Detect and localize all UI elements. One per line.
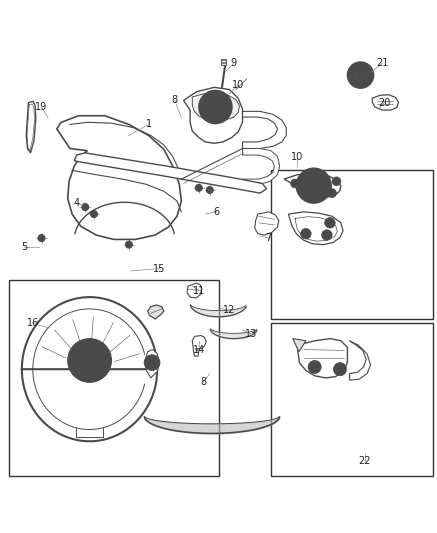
Polygon shape xyxy=(243,111,286,149)
Text: 14: 14 xyxy=(193,344,205,354)
Polygon shape xyxy=(26,101,36,153)
Polygon shape xyxy=(243,149,280,184)
Text: 21: 21 xyxy=(376,58,388,68)
Circle shape xyxy=(310,182,318,190)
Circle shape xyxy=(195,184,202,191)
Polygon shape xyxy=(255,212,279,235)
Text: 1: 1 xyxy=(146,119,152,130)
Bar xyxy=(271,171,433,319)
Circle shape xyxy=(328,189,336,197)
Circle shape xyxy=(325,217,335,228)
Circle shape xyxy=(296,168,331,203)
Circle shape xyxy=(355,69,366,81)
Text: 9: 9 xyxy=(231,58,237,68)
Text: 5: 5 xyxy=(21,242,27,252)
Circle shape xyxy=(38,235,45,241)
Polygon shape xyxy=(184,87,243,143)
Circle shape xyxy=(291,179,299,188)
Polygon shape xyxy=(145,350,160,378)
Polygon shape xyxy=(284,174,341,197)
Circle shape xyxy=(322,230,332,240)
Circle shape xyxy=(301,229,311,239)
Circle shape xyxy=(206,187,213,193)
Circle shape xyxy=(199,91,232,124)
Polygon shape xyxy=(293,338,306,352)
Polygon shape xyxy=(350,341,371,380)
Circle shape xyxy=(206,98,225,117)
Text: 12: 12 xyxy=(223,305,236,315)
Bar xyxy=(221,59,226,66)
Polygon shape xyxy=(187,283,202,298)
Text: 15: 15 xyxy=(153,264,166,273)
Polygon shape xyxy=(74,153,267,193)
Circle shape xyxy=(90,211,97,217)
Text: 20: 20 xyxy=(378,98,391,108)
Text: 4: 4 xyxy=(73,198,80,208)
Circle shape xyxy=(304,176,323,195)
Text: 13: 13 xyxy=(245,329,257,339)
Circle shape xyxy=(347,62,374,88)
Circle shape xyxy=(332,177,341,185)
Polygon shape xyxy=(297,338,347,378)
Text: 8: 8 xyxy=(200,377,206,387)
Circle shape xyxy=(212,103,219,110)
Text: 16: 16 xyxy=(27,318,39,328)
Circle shape xyxy=(308,360,321,374)
Polygon shape xyxy=(288,212,343,245)
Text: 10: 10 xyxy=(232,80,244,90)
Circle shape xyxy=(82,204,89,211)
Polygon shape xyxy=(57,116,181,239)
Circle shape xyxy=(355,69,366,81)
Polygon shape xyxy=(148,305,164,319)
Polygon shape xyxy=(372,95,399,110)
Circle shape xyxy=(125,241,132,248)
Text: 22: 22 xyxy=(359,456,371,466)
Text: 11: 11 xyxy=(193,286,205,295)
Text: 10: 10 xyxy=(291,152,303,162)
Polygon shape xyxy=(192,93,239,122)
Circle shape xyxy=(68,338,111,382)
Circle shape xyxy=(333,362,347,376)
Text: 19: 19 xyxy=(35,102,48,112)
Text: 6: 6 xyxy=(213,207,219,217)
Text: 7: 7 xyxy=(266,233,272,243)
Circle shape xyxy=(144,355,160,370)
Circle shape xyxy=(79,350,101,372)
Bar xyxy=(271,324,433,477)
Bar xyxy=(9,280,218,477)
Text: 8: 8 xyxy=(172,95,178,106)
Polygon shape xyxy=(192,336,206,356)
